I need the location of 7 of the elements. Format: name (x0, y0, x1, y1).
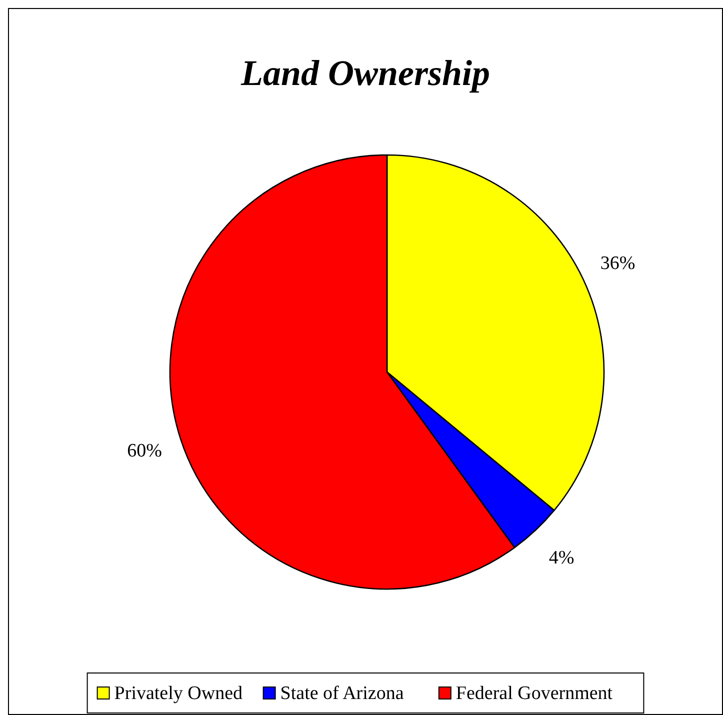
chart-title: Land Ownership (240, 53, 490, 93)
legend-label: Federal Government (456, 683, 614, 704)
data-label: 4% (548, 547, 574, 568)
legend-label: State of Arizona (280, 683, 404, 704)
data-label: 36% (600, 252, 636, 274)
data-label: 60% (127, 440, 162, 462)
legend-label: Privately Owned (114, 683, 244, 704)
